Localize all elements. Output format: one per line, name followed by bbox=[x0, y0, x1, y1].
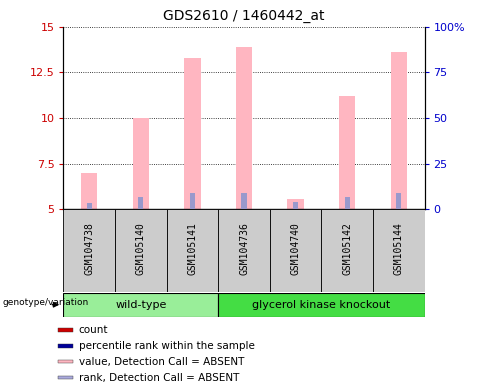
Text: GSM105140: GSM105140 bbox=[136, 222, 146, 275]
FancyBboxPatch shape bbox=[322, 209, 373, 292]
Text: value, Detection Call = ABSENT: value, Detection Call = ABSENT bbox=[79, 357, 244, 367]
FancyBboxPatch shape bbox=[115, 209, 166, 292]
FancyBboxPatch shape bbox=[218, 293, 425, 317]
Bar bbox=[133, 118, 149, 209]
Bar bbox=[242, 193, 246, 209]
Bar bbox=[396, 193, 401, 209]
Text: rank, Detection Call = ABSENT: rank, Detection Call = ABSENT bbox=[79, 373, 239, 383]
Bar bbox=[81, 173, 98, 209]
Bar bbox=[287, 199, 304, 209]
Bar bbox=[345, 197, 350, 209]
Bar bbox=[58, 376, 73, 379]
Bar bbox=[58, 328, 73, 331]
Text: genotype/variation: genotype/variation bbox=[2, 298, 89, 307]
FancyBboxPatch shape bbox=[63, 209, 115, 292]
Text: GSM104738: GSM104738 bbox=[84, 222, 94, 275]
FancyBboxPatch shape bbox=[63, 293, 218, 317]
Text: GSM105144: GSM105144 bbox=[394, 222, 404, 275]
Bar bbox=[339, 96, 355, 209]
Bar bbox=[184, 58, 201, 209]
Bar bbox=[293, 202, 298, 209]
Text: count: count bbox=[79, 325, 108, 335]
Text: GSM105141: GSM105141 bbox=[187, 222, 198, 275]
Bar bbox=[190, 193, 195, 209]
FancyBboxPatch shape bbox=[166, 209, 218, 292]
Text: wild-type: wild-type bbox=[115, 300, 166, 310]
Bar bbox=[390, 53, 407, 209]
Bar bbox=[138, 197, 143, 209]
Text: GSM105142: GSM105142 bbox=[342, 222, 352, 275]
Text: GSM104740: GSM104740 bbox=[290, 222, 301, 275]
FancyBboxPatch shape bbox=[270, 209, 322, 292]
Title: GDS2610 / 1460442_at: GDS2610 / 1460442_at bbox=[163, 9, 325, 23]
Bar bbox=[236, 47, 252, 209]
Text: glycerol kinase knockout: glycerol kinase knockout bbox=[252, 300, 390, 310]
FancyBboxPatch shape bbox=[218, 209, 270, 292]
Text: percentile rank within the sample: percentile rank within the sample bbox=[79, 341, 254, 351]
Text: GSM104736: GSM104736 bbox=[239, 222, 249, 275]
FancyBboxPatch shape bbox=[373, 209, 425, 292]
Bar bbox=[58, 344, 73, 348]
Bar bbox=[58, 360, 73, 364]
Bar bbox=[87, 203, 92, 209]
